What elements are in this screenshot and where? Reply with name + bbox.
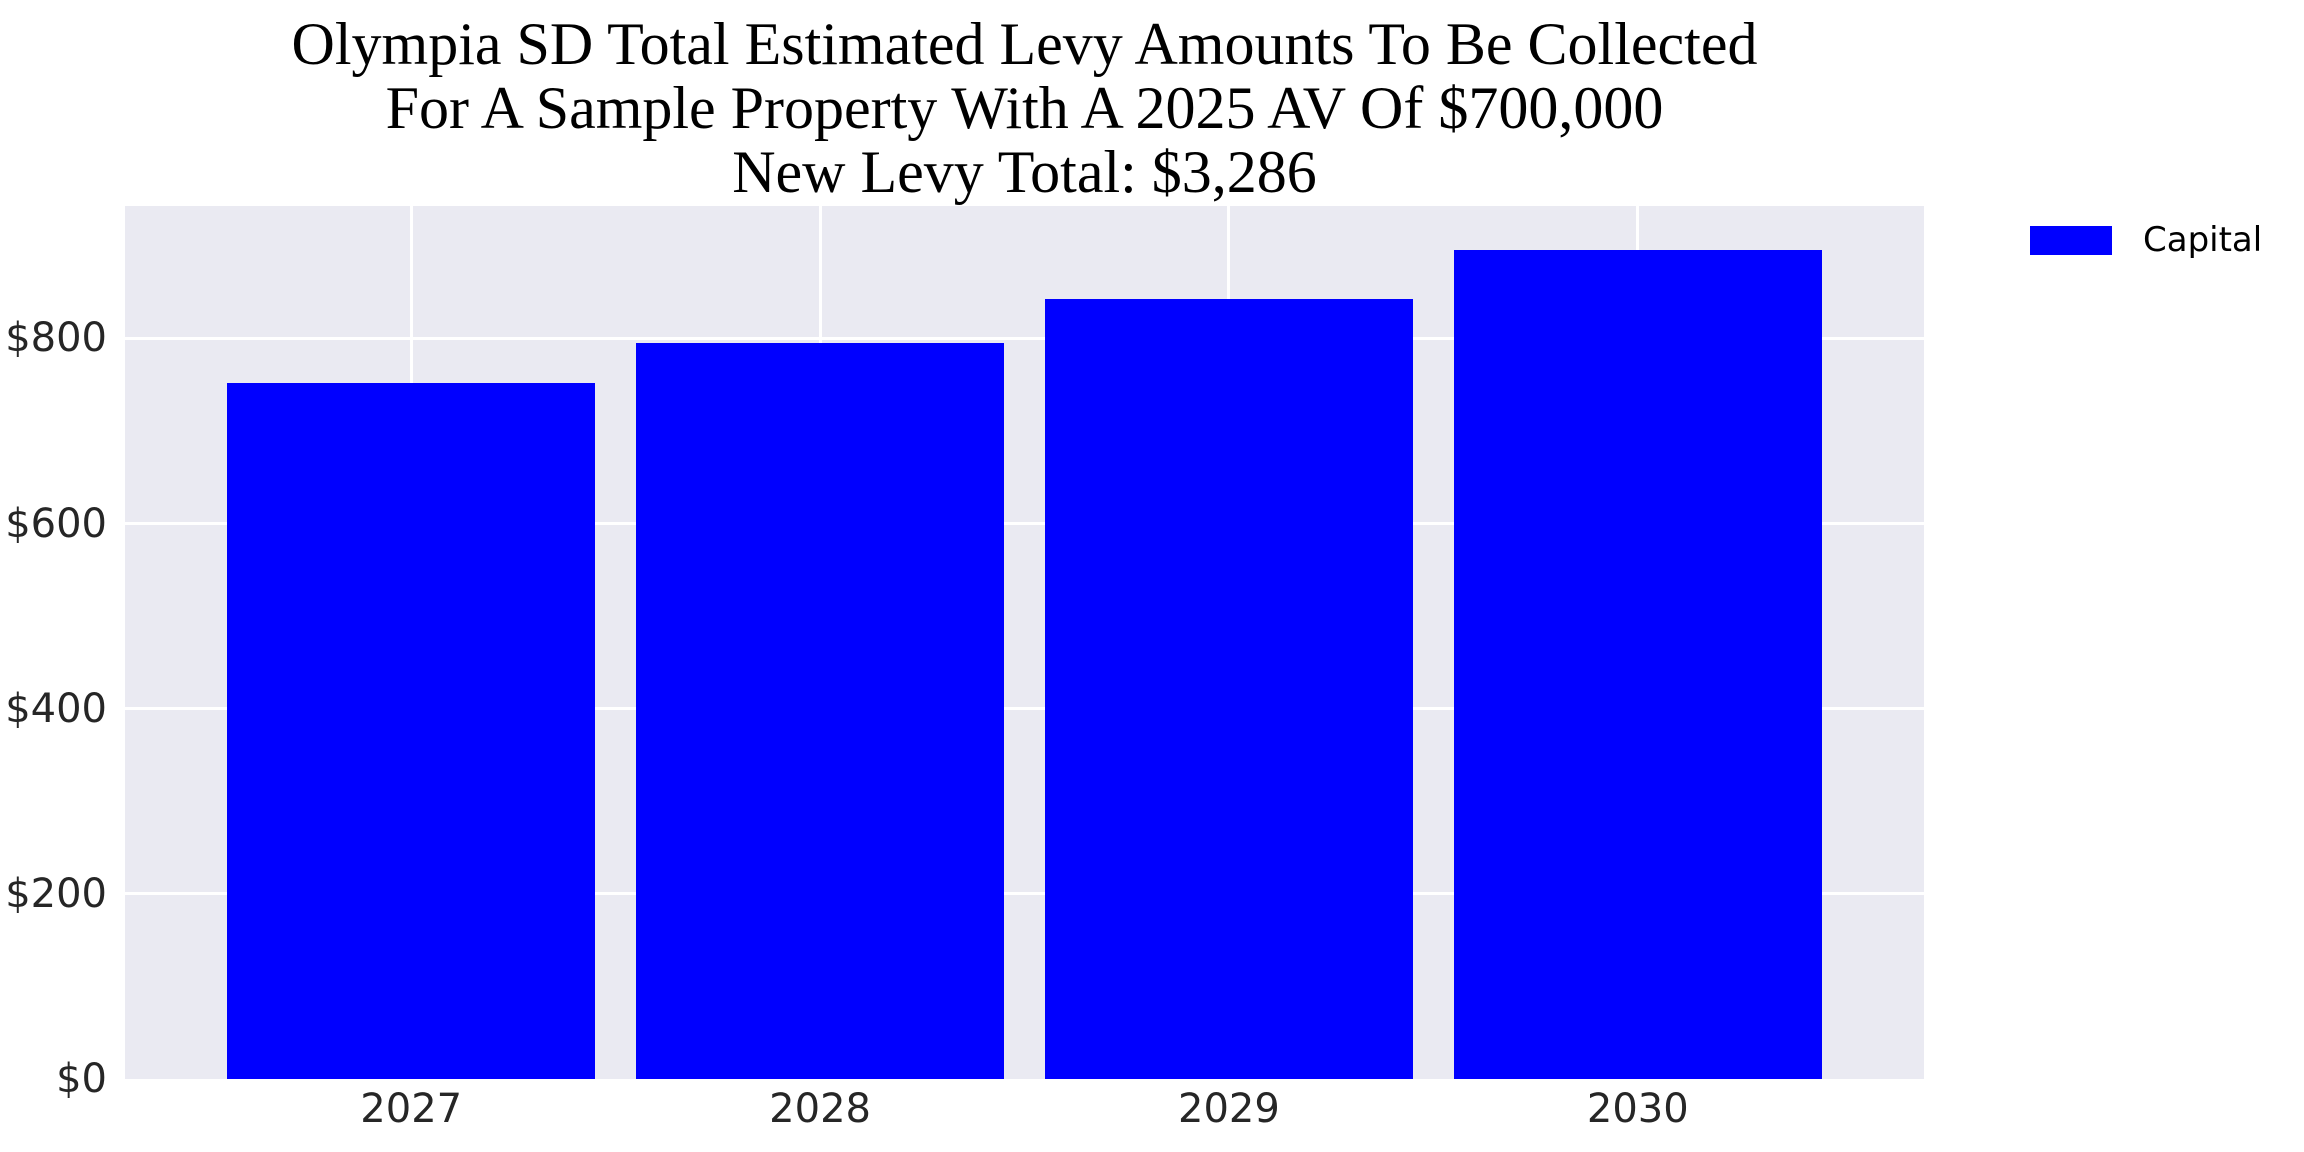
bar-2029	[1044, 298, 1413, 1079]
chart-title: Olympia SD Total Estimated Levy Amounts …	[125, 12, 1924, 204]
y-tick-label-400: $400	[5, 685, 107, 732]
h-gridline-400	[125, 707, 1924, 711]
chart-title-line-1: Olympia SD Total Estimated Levy Amounts …	[291, 11, 1758, 77]
chart-title-line-2: For A Sample Property With A 2025 AV Of …	[385, 75, 1664, 141]
legend-label: Capital	[2143, 220, 2263, 260]
x-tick-label-2030: 2030	[1586, 1086, 1689, 1132]
plot-area	[125, 206, 1924, 1079]
y-tick-label-800: $800	[5, 315, 107, 362]
h-gridline-800	[125, 336, 1924, 340]
y-tick-label-600: $600	[5, 500, 107, 547]
y-tick-label-200: $200	[5, 870, 107, 917]
x-tick-label-2027: 2027	[360, 1086, 463, 1132]
bar-2027	[227, 382, 596, 1079]
x-tick-label-2029: 2029	[1178, 1086, 1280, 1132]
h-gridline-200	[125, 892, 1924, 896]
y-tick-label-0: $0	[56, 1056, 107, 1102]
bar-2030	[1453, 249, 1822, 1079]
x-tick-label-2028: 2028	[769, 1086, 871, 1132]
legend-swatch-icon	[2030, 225, 2112, 255]
chart-title-line-3: New Levy Total: $3,286	[732, 139, 1317, 205]
legend: Capital	[2030, 223, 2262, 257]
bar-2028	[636, 343, 1005, 1079]
h-gridline-600	[125, 522, 1924, 526]
